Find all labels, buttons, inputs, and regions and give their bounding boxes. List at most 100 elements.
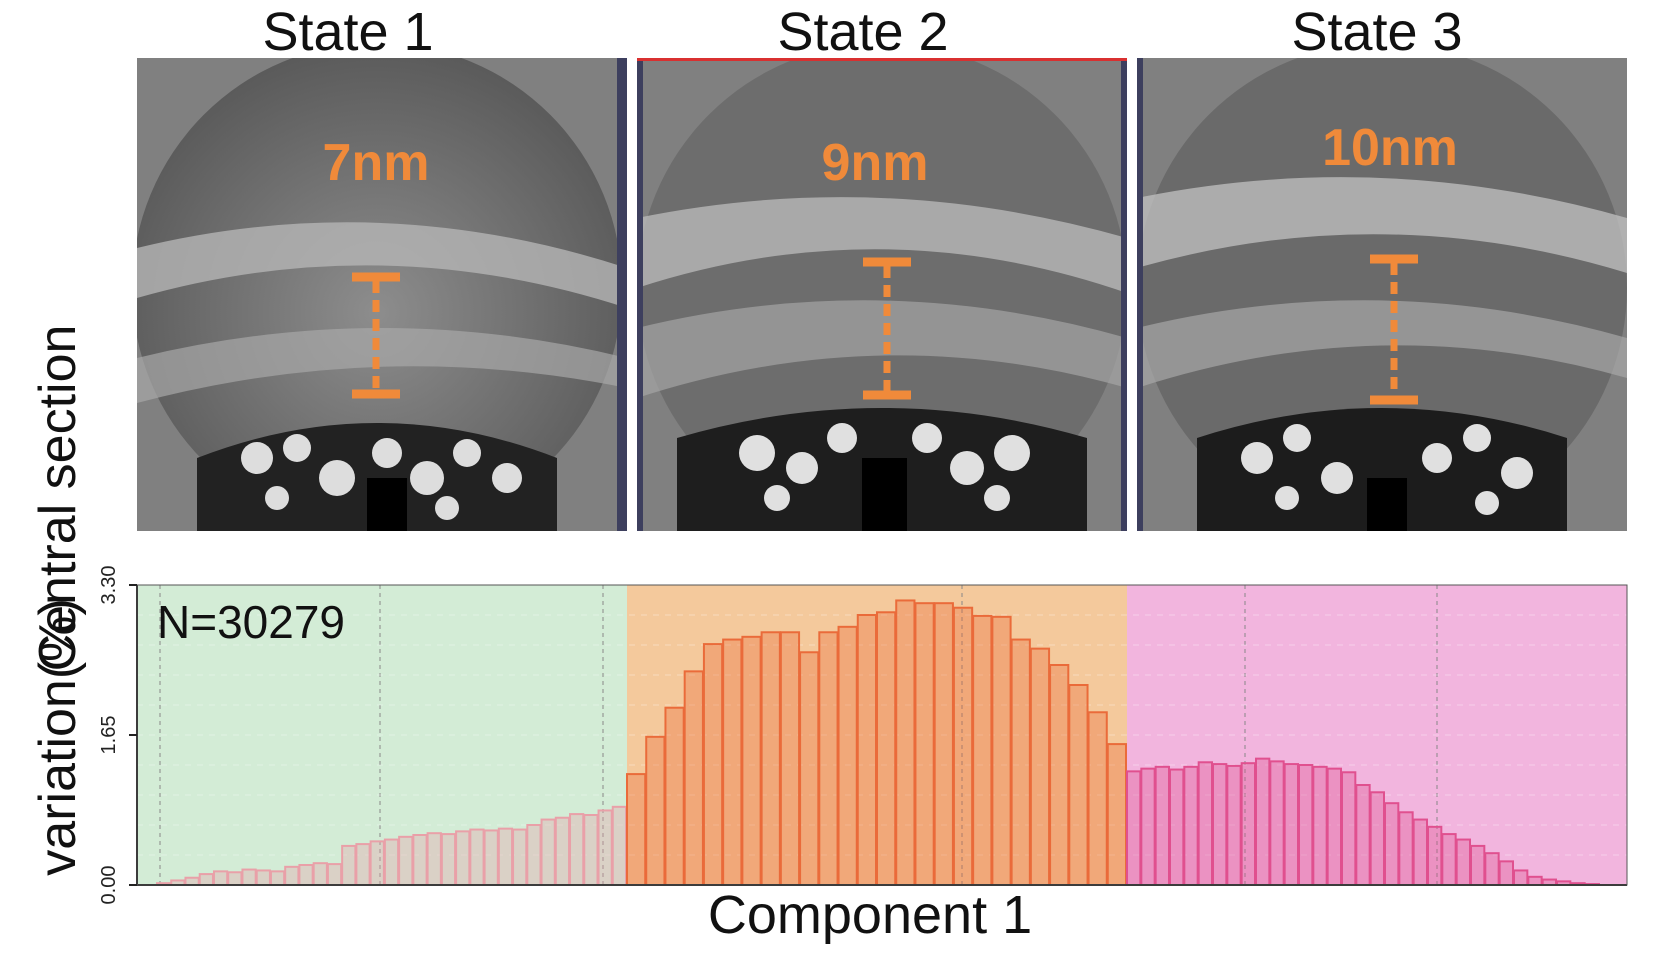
state3-region	[1127, 585, 1627, 885]
bar	[722, 638, 743, 886]
bar	[876, 611, 897, 887]
bar	[312, 862, 328, 886]
bar	[1068, 684, 1089, 886]
bar	[933, 602, 954, 886]
bar	[212, 870, 229, 886]
bar	[483, 829, 499, 887]
bar	[1126, 770, 1142, 886]
bar	[198, 873, 214, 887]
bar	[1226, 764, 1242, 886]
bar	[326, 863, 343, 887]
bar	[1513, 869, 1529, 887]
bar	[683, 670, 704, 886]
bar	[1240, 762, 1257, 886]
bar	[1341, 771, 1357, 887]
bar	[1470, 844, 1486, 886]
bar	[799, 651, 820, 887]
bar	[512, 828, 528, 886]
bar	[426, 832, 442, 886]
bar	[583, 814, 599, 886]
state1-title: State 1	[262, 2, 434, 62]
bar	[664, 706, 685, 886]
bar	[914, 602, 935, 886]
bar	[856, 614, 878, 886]
bar	[1197, 761, 1214, 887]
bar	[1441, 833, 1457, 887]
bar	[1283, 763, 1300, 887]
state2-central-section-image	[637, 58, 1127, 531]
bar	[626, 773, 647, 887]
bar	[227, 871, 243, 887]
bar	[455, 830, 471, 886]
bar	[298, 864, 314, 886]
bar	[779, 631, 801, 887]
bar	[1169, 768, 1185, 886]
state3-central-section-image	[1137, 58, 1627, 531]
bar	[554, 816, 571, 886]
state1-region	[137, 585, 627, 885]
bar	[1398, 811, 1414, 887]
bar	[1527, 875, 1543, 887]
bar	[1298, 764, 1314, 886]
bar	[1369, 791, 1386, 887]
bar	[184, 876, 200, 886]
bar	[818, 631, 839, 887]
bar	[1029, 647, 1051, 887]
bar	[611, 805, 628, 887]
state3-title: State 3	[1291, 2, 1463, 62]
state1-central-section-image	[137, 58, 627, 531]
bar	[412, 834, 428, 886]
bar	[1455, 838, 1472, 886]
bar	[341, 844, 357, 886]
bar	[526, 824, 542, 886]
bar	[1427, 825, 1443, 887]
bar	[469, 828, 485, 886]
bar	[383, 838, 400, 886]
bar	[269, 870, 286, 886]
y-tick-label: 0.00	[98, 866, 120, 905]
bar	[398, 835, 414, 887]
bar	[837, 625, 858, 886]
state2-title: State 2	[777, 2, 949, 62]
bar	[991, 615, 1012, 886]
bar	[702, 643, 724, 887]
bar	[284, 865, 300, 887]
bar	[645, 735, 666, 886]
bar	[760, 631, 781, 887]
bar	[741, 635, 762, 886]
bar	[1355, 784, 1371, 886]
bar	[540, 818, 556, 886]
bar	[241, 868, 257, 886]
bar	[1326, 767, 1343, 887]
y-tick-label: 3.30	[98, 566, 120, 605]
bar	[497, 827, 514, 887]
bar	[1010, 638, 1031, 886]
bar	[1154, 765, 1171, 887]
bar	[1312, 765, 1328, 887]
chart-xlabel: Component 1	[707, 885, 1033, 945]
bar	[1269, 760, 1285, 886]
bar	[1255, 757, 1271, 887]
bar	[1140, 767, 1156, 887]
sample-count-annotation: N=30279	[157, 596, 345, 648]
bar	[972, 614, 993, 886]
bar	[895, 599, 916, 886]
bar	[1384, 802, 1400, 886]
bar	[1484, 852, 1500, 886]
bar	[1049, 664, 1070, 886]
bar	[1212, 763, 1228, 887]
bar	[355, 843, 371, 887]
bar	[1183, 765, 1199, 887]
bar	[369, 840, 385, 886]
bar	[440, 833, 457, 887]
bar	[952, 606, 974, 886]
bar	[255, 869, 271, 887]
bar	[569, 813, 585, 887]
bar	[1106, 743, 1128, 887]
bar	[597, 809, 613, 887]
y-tick-label: 1.65	[98, 716, 120, 755]
bar	[1498, 860, 1515, 886]
bar	[1412, 818, 1429, 886]
bar	[1087, 711, 1108, 887]
